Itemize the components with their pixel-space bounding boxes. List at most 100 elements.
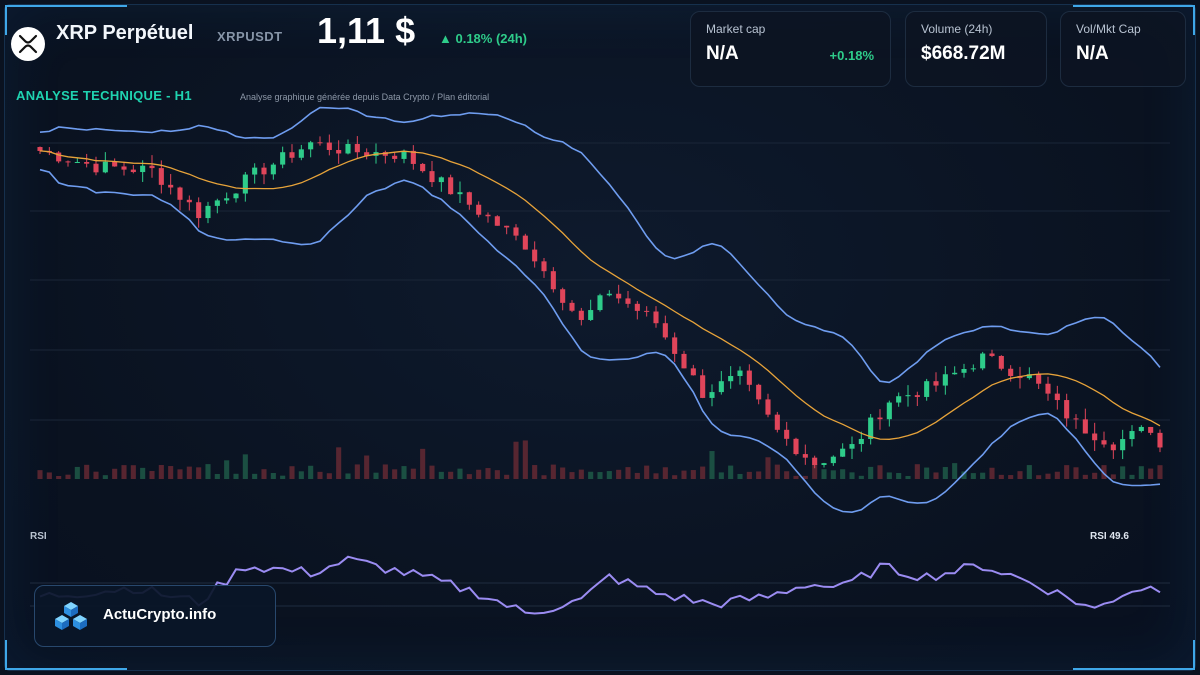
volume-label: Volume (24h) [921, 22, 993, 36]
volume-bar [756, 471, 762, 479]
candle-body [504, 225, 510, 228]
candle-body [410, 150, 416, 164]
candle-body [1129, 431, 1135, 440]
volume-bar [522, 440, 528, 479]
volume-bar [737, 473, 743, 479]
volume-bar [438, 471, 444, 479]
candle-body [746, 370, 752, 385]
candle-body [625, 298, 631, 304]
candle-body [513, 227, 519, 236]
candle-body [392, 155, 398, 159]
price-change-24h: ▲ 0.18% (24h) [439, 31, 528, 46]
volume-bar [224, 460, 230, 479]
candle-body [317, 142, 323, 144]
volume-bar [1148, 468, 1154, 479]
market-cap-change: +0.18% [829, 48, 874, 63]
candle-body [308, 142, 314, 150]
volume-bar [1101, 465, 1107, 479]
volume-bar [168, 466, 174, 479]
volume-card: Volume (24h) $668.72M [905, 11, 1047, 87]
bollinger-lower-line [39, 168, 1161, 514]
volume-bar [1120, 466, 1126, 479]
asset-ticker: XRPUSDT [217, 29, 283, 44]
moving-average-line [39, 150, 1161, 440]
volume-bar [1026, 465, 1032, 479]
candle-body [522, 235, 528, 250]
candle-body [868, 417, 874, 439]
candle-body [354, 143, 360, 153]
asset-price: 1,11 $ [317, 10, 416, 51]
volume-bar [700, 466, 706, 479]
volume-bar [317, 471, 323, 479]
volume-bar [1082, 474, 1088, 479]
volume-bar [252, 473, 258, 479]
candle-body [830, 456, 836, 464]
candle-body [196, 202, 202, 219]
volume-bar [270, 472, 276, 479]
candle-body [224, 198, 230, 201]
volume-bar [186, 466, 192, 479]
volume-bar [952, 463, 958, 479]
volume-bar [849, 472, 855, 479]
candle-body [550, 271, 556, 290]
volume-bar [868, 466, 874, 479]
candle-body [485, 214, 491, 217]
volume-bar [65, 474, 71, 479]
candle-body [914, 395, 920, 397]
candle-body [933, 381, 939, 386]
candle-body [980, 353, 986, 369]
candle-body [1008, 368, 1014, 377]
volume-bar [681, 470, 687, 479]
market-cap-card: Market cap N/A +0.18% [690, 11, 891, 87]
candle-body [709, 392, 715, 398]
volume-bar [886, 472, 892, 479]
candle-body [1054, 393, 1060, 401]
candle-body [93, 163, 99, 173]
volume-bar [877, 465, 883, 479]
volume-bar [728, 465, 734, 479]
volume-bar [606, 471, 612, 479]
volume-bar [1054, 471, 1060, 479]
candle-body [802, 454, 808, 458]
candle-body [578, 310, 584, 320]
candle-body [298, 149, 304, 158]
brand-badge[interactable]: ActuCrypto.info [34, 585, 276, 647]
candlesticks [37, 134, 1163, 469]
volume-bar [942, 467, 948, 479]
volume-bar [485, 468, 491, 479]
candle-body [942, 374, 948, 386]
volume-bar [261, 469, 267, 479]
candle-body [205, 205, 211, 219]
volume-bar [662, 467, 668, 479]
asset-title: XRP Perpétuel [56, 22, 194, 44]
candle-body [438, 177, 444, 183]
volume-bar [1157, 465, 1163, 479]
candle-body [401, 150, 407, 159]
candle-body [1110, 444, 1116, 451]
candle-body [429, 171, 435, 183]
candle-body [65, 161, 71, 163]
volume-bar [1073, 467, 1079, 479]
candle-body [37, 147, 43, 151]
candle-body [494, 216, 500, 226]
candle-body [905, 395, 911, 397]
screen-frame [4, 4, 1196, 671]
volume-bar [765, 457, 771, 479]
volume-bar [364, 455, 370, 479]
volume-bar [896, 473, 902, 479]
frame-corner-top-left [5, 5, 127, 35]
candle-body [793, 438, 799, 455]
rsi-value: RSI 49.6 [1090, 531, 1129, 542]
volume-bar [644, 465, 650, 479]
candle-body [1073, 418, 1079, 420]
volume-bar [112, 468, 118, 479]
volume-bar [980, 472, 986, 479]
candle-body [448, 177, 454, 195]
volume-bar [802, 475, 808, 479]
volume-bar [494, 470, 500, 479]
candle-body [326, 142, 332, 150]
volume-bar [345, 473, 351, 479]
volume-bar [746, 471, 752, 479]
candle-body [345, 143, 351, 154]
